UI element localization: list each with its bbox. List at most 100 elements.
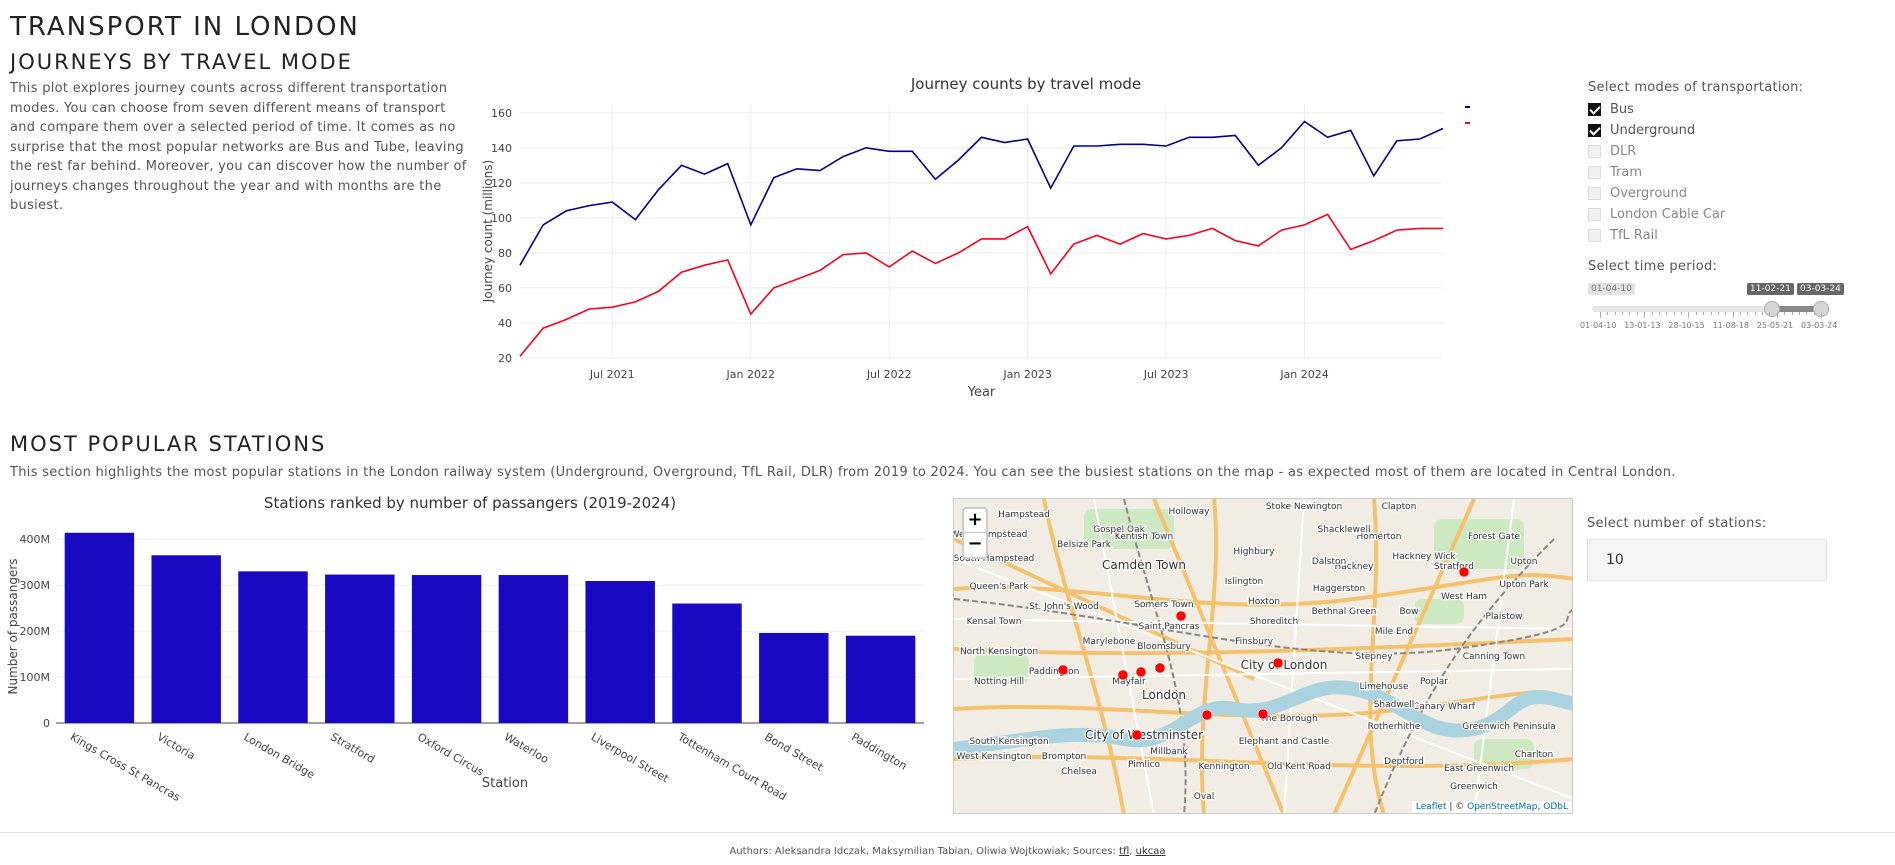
- slider-tick-label: 25-05-21: [1756, 321, 1794, 330]
- station-marker-paddington[interactable]: [1057, 664, 1069, 676]
- series-line-bus: [519, 120, 1444, 266]
- station-count-input[interactable]: 10: [1587, 539, 1827, 581]
- x-tick-label: Paddington: [849, 730, 909, 772]
- station-marker-bond-street[interactable]: [1117, 669, 1129, 681]
- odbl-link[interactable]: ODbL: [1543, 802, 1568, 812]
- map-place-label: Kensal Town: [967, 617, 1022, 627]
- mode-checkbox-underground[interactable]: Underground: [1588, 123, 1695, 138]
- map-river: [954, 680, 1572, 756]
- slider-tick-mark: [1651, 312, 1653, 315]
- map-place-label: Islington: [1225, 577, 1264, 587]
- mode-checkbox-london-cable-car[interactable]: London Cable Car: [1588, 207, 1725, 222]
- footer: Authors: Aleksandra Idczak, Maksymilian …: [0, 846, 1895, 857]
- map-place-label: Millbank: [1150, 747, 1188, 757]
- journeys-heading: JOURNEYS BY TRAVEL MODE: [10, 50, 353, 74]
- station-marker-kings-cross-st-pancras[interactable]: [1175, 610, 1187, 622]
- map-place-label: City of Westminster: [1085, 728, 1203, 742]
- slider-tick-mark: [1798, 312, 1800, 315]
- map-place-label: Elephant and Castle: [1239, 737, 1330, 747]
- map-place-label: Upton: [1510, 557, 1537, 567]
- map-place-label: Greenwich Peninsula: [1462, 722, 1556, 732]
- line-chart-xlabel: Year: [967, 385, 996, 398]
- slider-tick-mark: [1629, 312, 1631, 315]
- mode-checkbox-tfl-rail[interactable]: TfL Rail: [1588, 228, 1658, 243]
- station-count-label: Select number of stations:: [1587, 516, 1767, 531]
- x-tick-label: Jan 2024: [1279, 368, 1328, 381]
- station-marker-tottenham-court-road[interactable]: [1154, 662, 1166, 674]
- zoom-out-button[interactable]: −: [967, 533, 983, 554]
- x-tick-label: Oxford Circus: [415, 730, 486, 779]
- map-place-label: South Kensington: [969, 737, 1048, 747]
- x-tick-label: Liverpool Street: [589, 730, 672, 785]
- page-title: TRANSPORT IN LONDON: [10, 12, 360, 42]
- bar-chart-xlabel: Station: [482, 776, 528, 791]
- y-tick-label: 40: [498, 317, 512, 330]
- slider-tick-mark: [1813, 312, 1815, 315]
- bar-waterloo: [498, 575, 569, 723]
- map-zoom-control: + −: [962, 507, 988, 559]
- mode-checkbox-bus[interactable]: Bus: [1588, 102, 1634, 117]
- map-street: [954, 558, 1572, 800]
- slider-tick-mark: [1710, 312, 1712, 315]
- map-place-label: Marylebone: [1083, 637, 1136, 647]
- slider-tick-label: 11-08-18: [1712, 321, 1749, 330]
- checkbox-label: Underground: [1610, 123, 1696, 138]
- station-marker-stratford[interactable]: [1458, 566, 1470, 578]
- map-place-label: Holloway: [1169, 507, 1211, 517]
- mode-checkbox-tram[interactable]: Tram: [1588, 165, 1642, 180]
- map-rail: [1373, 538, 1555, 813]
- mode-checkbox-overground[interactable]: Overground: [1588, 186, 1687, 201]
- station-marker-waterloo[interactable]: [1201, 709, 1213, 721]
- zoom-in-button[interactable]: +: [964, 509, 986, 533]
- line-chart-title: Journey counts by travel mode: [910, 75, 1141, 93]
- slider-tick-mark: [1776, 312, 1778, 318]
- map-attribution: Leaflet | © OpenStreetMap, ODbL: [1411, 801, 1572, 813]
- checkbox-box[interactable]: [1588, 187, 1601, 200]
- ukcaa-link[interactable]: ukcaa: [1135, 846, 1166, 857]
- slider-tick-label: 28-10-15: [1668, 321, 1705, 330]
- checkbox-box[interactable]: [1588, 208, 1601, 221]
- checkbox-box[interactable]: [1588, 229, 1601, 242]
- slider-tick-mark: [1658, 312, 1660, 315]
- map-road: [1152, 499, 1286, 813]
- map-place-label: Canning Town: [1463, 652, 1526, 662]
- station-marker-london-bridge[interactable]: [1257, 708, 1269, 720]
- map-park: [1434, 519, 1524, 569]
- line-chart: Journey counts by travel mode 20 40 60 80 100…: [481, 75, 1470, 398]
- checkbox-box[interactable]: [1588, 124, 1601, 137]
- tfl-link[interactable]: tfl: [1119, 846, 1130, 857]
- stations-map[interactable]: Hampstead Camden Town Kentish Town Holloway…: [953, 498, 1573, 814]
- x-tick-label: Jan 2022: [726, 368, 775, 381]
- map-place-label: Hackney: [1334, 562, 1374, 572]
- checkbox-label: London Cable Car: [1610, 207, 1726, 222]
- slider-tick-mark: [1681, 312, 1683, 315]
- checkbox-label: TfL Rail: [1610, 228, 1658, 243]
- slider-tick-mark: [1614, 312, 1616, 315]
- station-marker-victoria[interactable]: [1131, 729, 1143, 741]
- bar-bond-street: [759, 632, 829, 723]
- station-marker-oxford-circus[interactable]: [1135, 666, 1147, 678]
- slider-track[interactable]: [1592, 306, 1822, 312]
- map-place-label: Notting Hill: [974, 677, 1024, 687]
- leaflet-link[interactable]: Leaflet: [1415, 802, 1447, 812]
- map-place-label: Limehouse: [1360, 682, 1409, 692]
- bar-chart: Stations ranked by number of passangers …: [6, 494, 924, 804]
- checkbox-box[interactable]: [1588, 166, 1601, 179]
- bar-paddington: [845, 635, 916, 723]
- stations-heading: MOST POPULAR STATIONS: [10, 432, 327, 456]
- slider-tick-mark: [1673, 312, 1675, 315]
- map-place-label: Stoke Newington: [1266, 502, 1342, 512]
- checkbox-box[interactable]: [1588, 103, 1601, 116]
- map-place-label: Bethnal Green: [1312, 607, 1377, 617]
- y-tick-label: 80: [498, 247, 512, 260]
- slider-start-handle[interactable]: [1764, 301, 1780, 317]
- station-marker-liverpool-street[interactable]: [1272, 657, 1284, 669]
- bar-oxford-circus: [411, 575, 482, 723]
- osm-link[interactable]: OpenStreetMap: [1467, 802, 1538, 812]
- map-place-label: Paddington: [1029, 667, 1080, 677]
- checkbox-box[interactable]: [1588, 145, 1601, 158]
- map-place-label: Bloomsbury: [1137, 642, 1191, 652]
- mode-checkbox-dlr[interactable]: DLR: [1588, 144, 1636, 159]
- map-place-label: Upton Park: [1499, 580, 1549, 590]
- slider-tick-mark: [1732, 312, 1734, 318]
